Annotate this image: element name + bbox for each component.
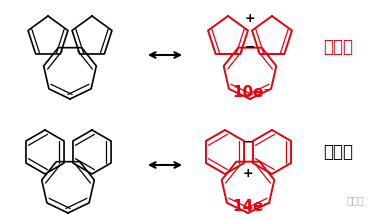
Text: −: − xyxy=(243,136,253,149)
Text: −: − xyxy=(245,40,255,53)
Text: +: + xyxy=(243,167,254,180)
Text: 14e⁻: 14e⁻ xyxy=(232,198,272,213)
Text: +: + xyxy=(245,11,255,24)
Text: 10e⁻: 10e⁻ xyxy=(232,84,272,99)
Text: 芳香性: 芳香性 xyxy=(323,143,353,161)
Text: 芳香性: 芳香性 xyxy=(323,38,353,56)
Text: 化学骆: 化学骆 xyxy=(346,195,364,205)
